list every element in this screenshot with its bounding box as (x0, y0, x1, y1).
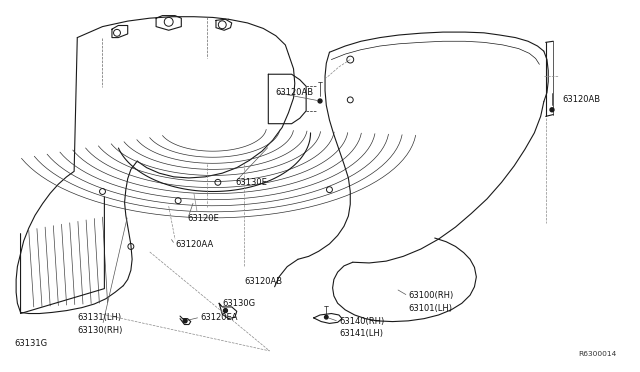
Circle shape (223, 309, 227, 312)
Circle shape (324, 315, 328, 319)
Circle shape (550, 108, 554, 112)
Text: 63120EA: 63120EA (200, 313, 237, 322)
Text: 63130E: 63130E (235, 178, 267, 187)
Text: 63131G: 63131G (14, 339, 47, 348)
Circle shape (183, 319, 187, 323)
Text: 63120AB: 63120AB (563, 95, 601, 105)
Text: R6300014: R6300014 (578, 351, 616, 357)
Text: 63120AB: 63120AB (244, 277, 282, 286)
Text: 63130(RH): 63130(RH) (77, 326, 123, 335)
Text: 63131(LH): 63131(LH) (77, 314, 122, 323)
Text: 63120AA: 63120AA (175, 240, 213, 249)
Text: 63130G: 63130G (222, 299, 255, 308)
Circle shape (318, 99, 322, 103)
Text: 63100(RH): 63100(RH) (408, 291, 454, 301)
Text: 63140(RH): 63140(RH) (339, 317, 384, 326)
Text: 63141(LH): 63141(LH) (339, 329, 383, 338)
Text: 63101(LH): 63101(LH) (408, 304, 452, 312)
Text: 63120AB: 63120AB (276, 88, 314, 97)
Text: 63120E: 63120E (188, 215, 220, 224)
